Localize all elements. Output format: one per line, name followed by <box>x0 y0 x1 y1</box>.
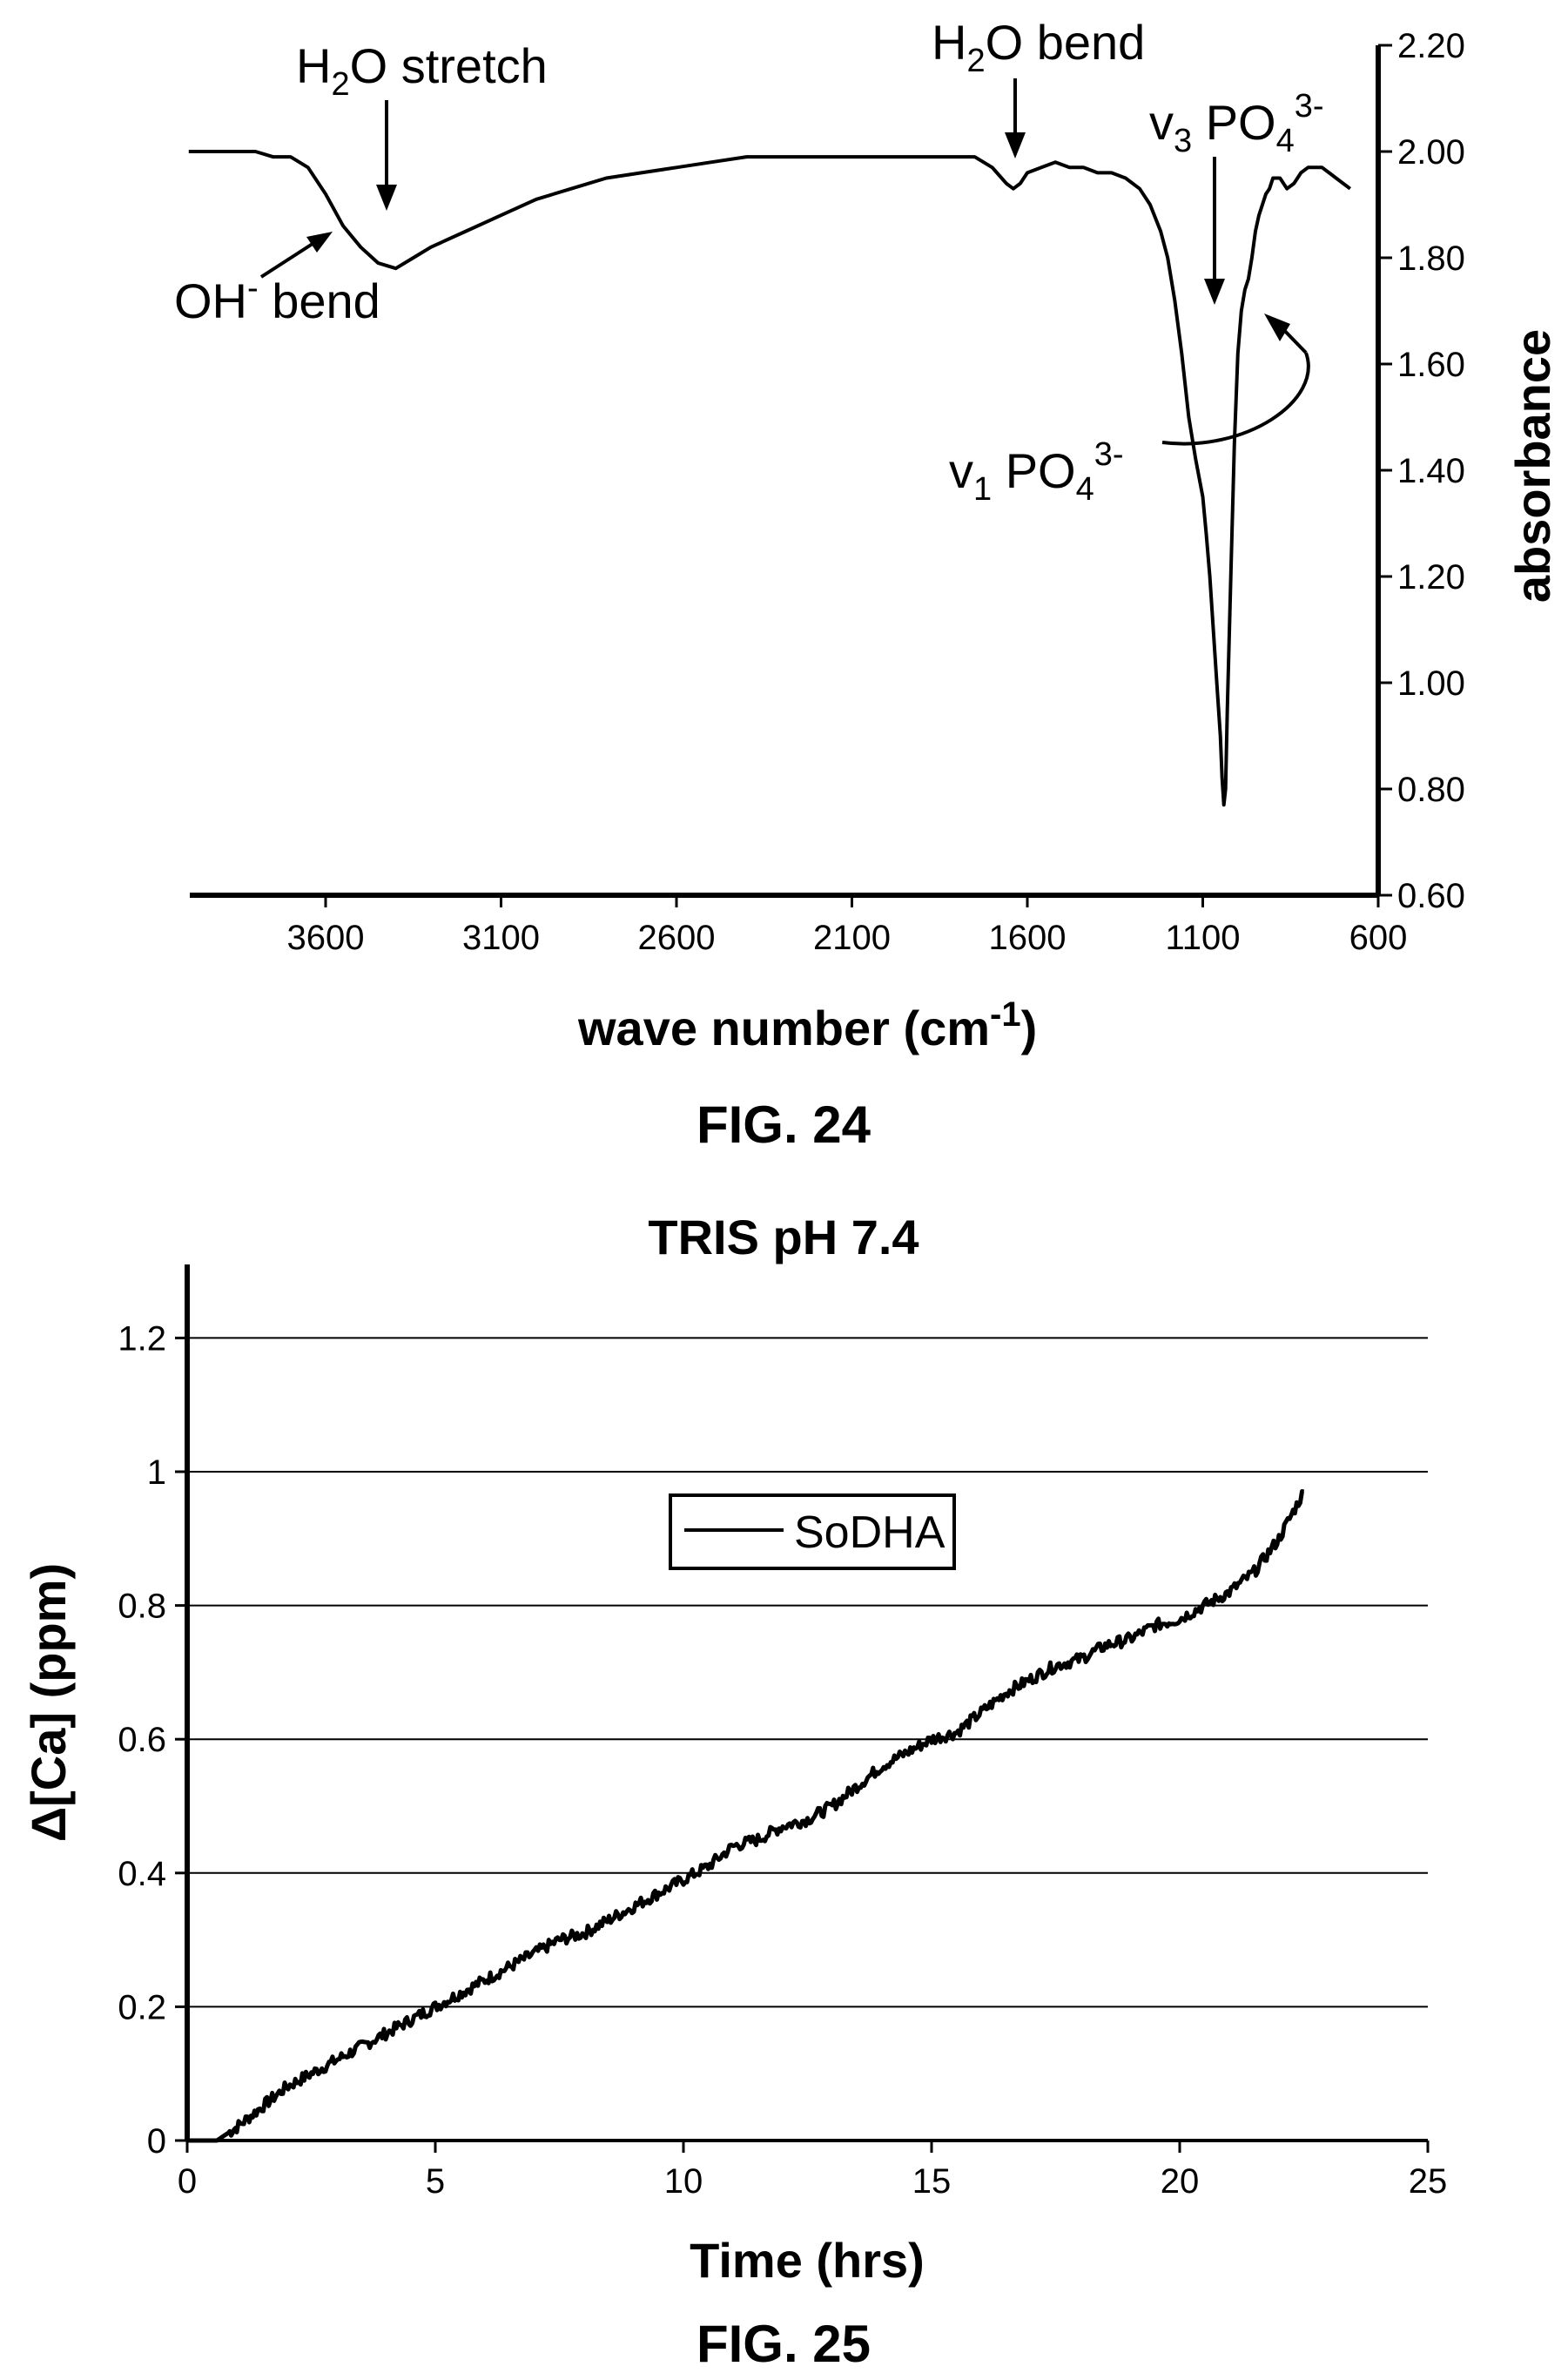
fig25-x-tick-label: 25 <box>1409 2162 1448 2201</box>
fig24-v1-arrow <box>1161 314 1310 446</box>
fig24-h2o-stretch-label: H2O stretch <box>296 38 548 103</box>
fig24-x-tick-label: 3100 <box>462 919 540 957</box>
fig25-caption: FIG. 25 <box>697 2315 871 2373</box>
fig24-x-tick-label: 2600 <box>638 919 716 957</box>
fig24-chart: 3600 3100 2600 2100 1600 1100 600 0.60 0.80 1.00 1… <box>174 15 1560 1154</box>
fig25-y-axis-title: Δ[Ca] (ppm) <box>21 1563 76 1842</box>
fig25-x-tick-label: 5 <box>426 2162 445 2201</box>
fig24-y-axis-title: absorbance <box>1505 329 1560 603</box>
fig25-y-tick-label: 0.4 <box>118 1855 166 1893</box>
fig24-x-tick-label: 600 <box>1349 919 1408 957</box>
fig24-ticks: 3600 3100 2600 2100 1600 1100 600 0.60 0.80 1.00 1… <box>287 27 1465 957</box>
fig24-y-tick-label: 0.80 <box>1397 771 1465 809</box>
fig24-oh-bend-label: OH- bend <box>174 270 380 328</box>
fig25-y-tick-label: 1 <box>147 1453 166 1492</box>
fig24-h2o-stretch-arrow <box>376 100 397 211</box>
fig24-caption: FIG. 24 <box>697 1096 871 1154</box>
fig24-v3-arrow <box>1204 157 1225 305</box>
fig24-x-tick-label: 1600 <box>989 919 1067 957</box>
fig24-y-tick-label: 2.00 <box>1397 133 1465 172</box>
fig25-x-tick-label: 15 <box>912 2162 952 2201</box>
fig25-x-tick-label: 0 <box>178 2162 197 2201</box>
fig24-y-tick-label: 1.40 <box>1397 452 1465 490</box>
fig24-v1-label: v1 PO43- <box>949 436 1124 508</box>
fig25-y-tick-label: 0.2 <box>118 1988 166 2026</box>
fig24-x-tick-label: 3600 <box>287 919 365 957</box>
fig24-spectrum-line <box>188 150 1352 807</box>
fig24-y-tick-label: 1.00 <box>1397 664 1465 703</box>
fig25-chart: TRIS pH 7.4 00.20.40.60.811.20 5 10 15 20 25 … <box>21 1210 1447 2373</box>
fig25-x-tick-label: 20 <box>1161 2162 1200 2201</box>
fig25-x-axis-title: Time (hrs) <box>690 2233 925 2288</box>
fig25-x-tick-label: 10 <box>664 2162 703 2201</box>
fig25-legend: SoDHA <box>669 1493 956 1570</box>
fig25-title: TRIS pH 7.4 <box>648 1210 919 1264</box>
fig24-h2o-bend-arrow <box>1005 78 1026 158</box>
fig24-y-tick-label: 0.60 <box>1397 877 1465 915</box>
fig25-y-tick-label: 0.8 <box>118 1588 166 1626</box>
fig25-y-tick-label: 0 <box>147 2122 166 2161</box>
fig25-gridlines <box>187 1337 1428 2008</box>
fig24-y-tick-label: 1.60 <box>1397 346 1465 384</box>
fig24-x-tick-label: 1100 <box>1165 919 1240 957</box>
fig24-x-tick-label: 2100 <box>813 919 891 957</box>
fig24-v3-label: v3 PO43- <box>1149 88 1324 159</box>
fig25-y-tick-label: 1.2 <box>118 1319 166 1358</box>
fig24-x-axis-title: wave number (cm-1) <box>577 995 1037 1055</box>
fig24-y-tick-label: 1.80 <box>1397 239 1465 278</box>
fig25-legend-label: SoDHA <box>794 1507 946 1558</box>
fig24-oh-bend-arrow <box>259 232 333 279</box>
fig25-y-tick-label: 0.6 <box>118 1721 166 1759</box>
fig25-ticks: 0 0.2 0.4 0.6 0.8 1 1.2 0 5 10 15 20 25 <box>118 1319 1447 2201</box>
fig24-h2o-bend-label: H2O bend <box>932 15 1145 79</box>
fig24-y-tick-label: 2.20 <box>1397 27 1465 65</box>
fig24-y-tick-label: 1.20 <box>1397 558 1465 597</box>
fig25-sodha-line <box>186 1489 1305 2143</box>
